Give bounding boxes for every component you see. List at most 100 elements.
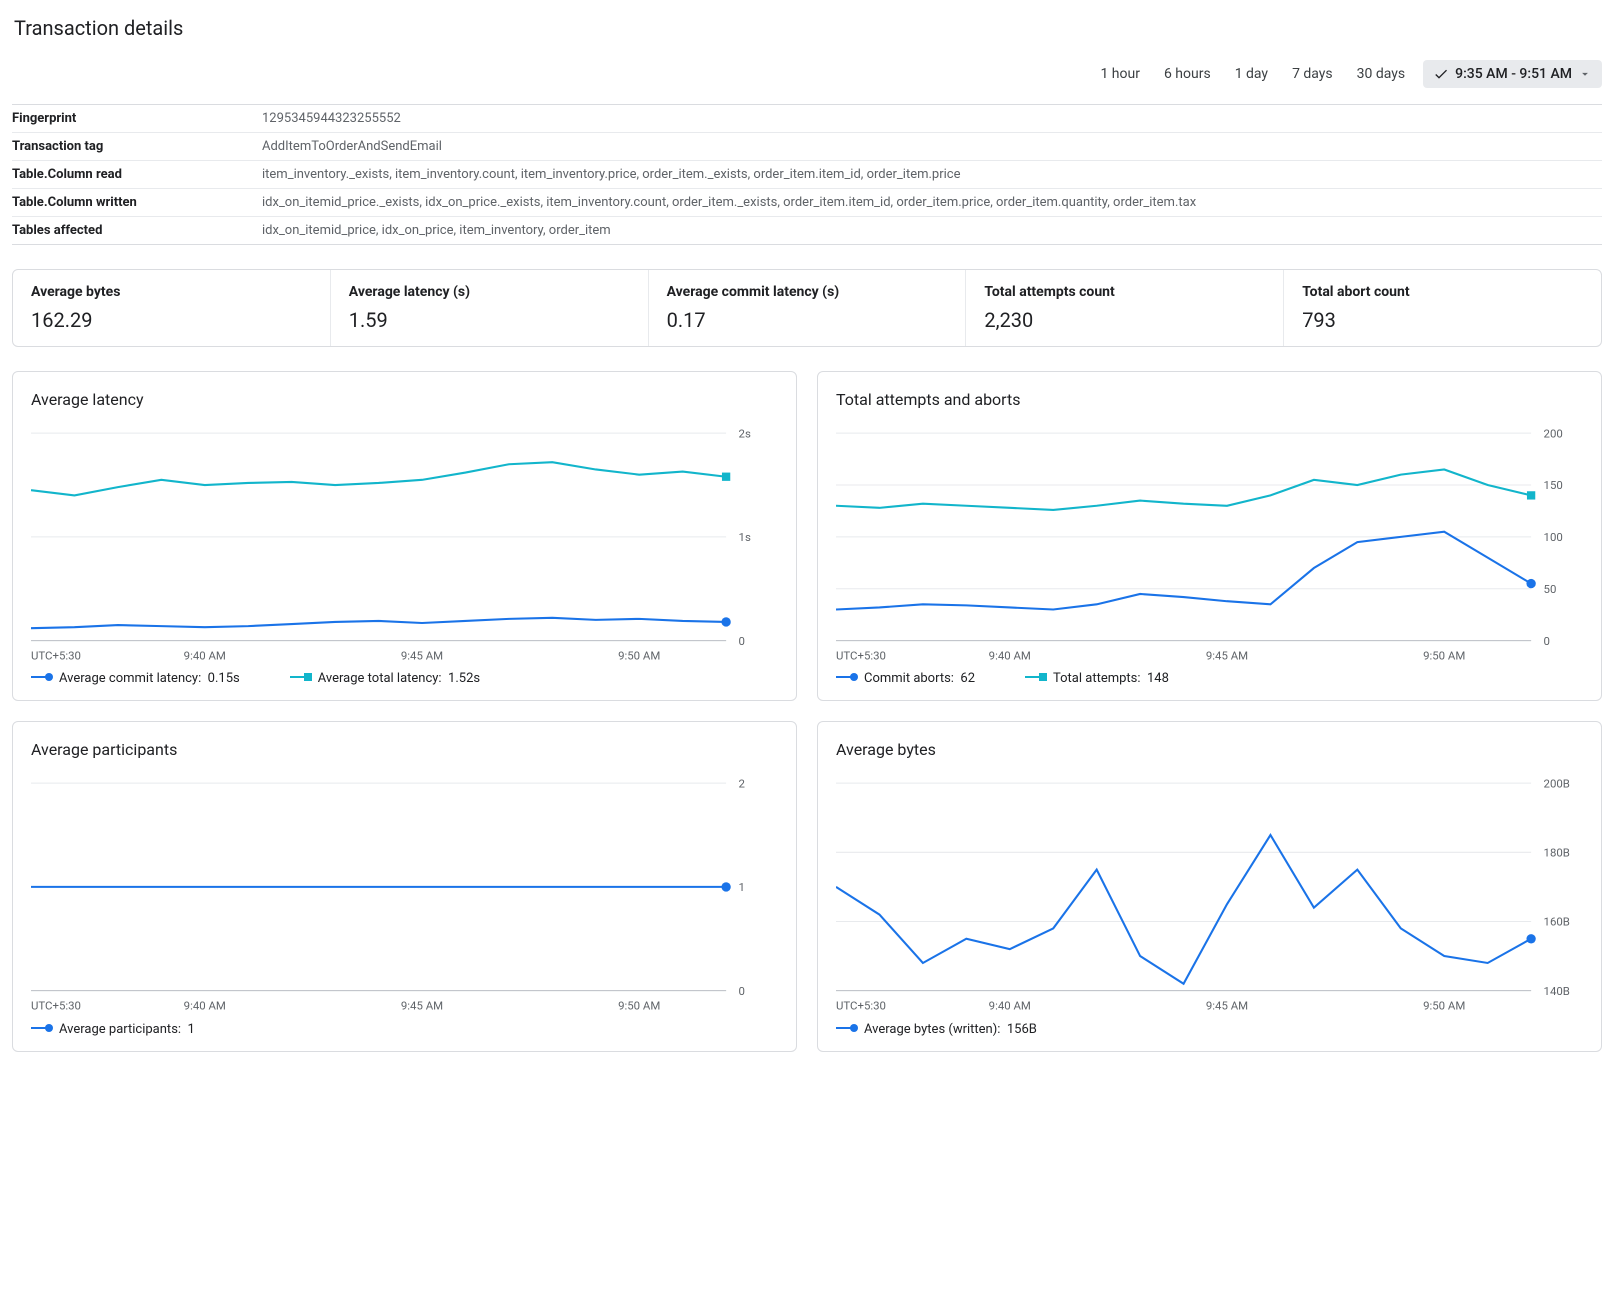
svg-text:9:40 AM: 9:40 AM	[184, 648, 226, 662]
svg-text:0: 0	[739, 984, 745, 998]
timerange-option[interactable]: 7 days	[1280, 58, 1345, 90]
chart-title: Average bytes	[836, 740, 1583, 759]
check-icon	[1433, 66, 1449, 82]
stat-value: 1.59	[349, 308, 630, 332]
svg-text:1: 1	[739, 881, 745, 895]
svg-text:2: 2	[739, 779, 745, 790]
svg-text:100: 100	[1544, 530, 1563, 544]
stat-label: Total attempts count	[984, 284, 1265, 300]
details-row: Fingerprint 1295345944323255552	[12, 105, 1602, 133]
details-label: Tables affected	[12, 223, 262, 238]
svg-text:2s: 2s	[739, 429, 751, 440]
stats-row: Average bytes 162.29Average latency (s) …	[12, 269, 1602, 347]
legend-label: Total attempts: 148	[1053, 671, 1169, 686]
svg-text:9:40 AM: 9:40 AM	[989, 648, 1031, 662]
legend-swatch-icon	[31, 671, 53, 686]
stat-card: Total abort count 793	[1284, 270, 1601, 346]
svg-text:0: 0	[739, 634, 745, 648]
chart-svg: 0 50 100 150 200 UTC+5:30 9:40 AM 9:45 AM 9:50 A…	[836, 429, 1583, 663]
svg-text:UTC+5:30: UTC+5:30	[836, 999, 886, 1013]
stat-value: 793	[1302, 308, 1583, 332]
stat-value: 2,230	[984, 308, 1265, 332]
legend-label: Average participants: 1	[59, 1022, 195, 1037]
dropdown-icon	[1578, 67, 1592, 81]
chart-card-participants: Average participants 0 1 2 UTC+5:30 9:40 AM 9…	[12, 721, 797, 1051]
stat-card: Average commit latency (s) 0.17	[649, 270, 967, 346]
svg-text:UTC+5:30: UTC+5:30	[836, 648, 886, 662]
svg-text:9:40 AM: 9:40 AM	[184, 999, 226, 1013]
legend-item[interactable]: Commit aborts: 62	[836, 671, 975, 686]
chart-legend: Average commit latency: 0.15s Average to…	[31, 671, 778, 686]
svg-text:9:50 AM: 9:50 AM	[618, 648, 660, 662]
chart-card-latency: Average latency 0 1s 2s UTC+5:30 9:40 AM 9:45…	[12, 371, 797, 701]
stat-card: Average bytes 162.29	[13, 270, 331, 346]
stat-card: Total attempts count 2,230	[966, 270, 1284, 346]
legend-item[interactable]: Average participants: 1	[31, 1022, 195, 1037]
legend-item[interactable]: Average commit latency: 0.15s	[31, 671, 240, 686]
timerange-custom-label: 9:35 AM - 9:51 AM	[1455, 66, 1572, 82]
details-label: Transaction tag	[12, 139, 262, 154]
svg-text:9:50 AM: 9:50 AM	[1423, 648, 1465, 662]
details-row: Table.Column written idx_on_itemid_price…	[12, 189, 1602, 217]
svg-text:150: 150	[1544, 478, 1563, 492]
stat-label: Average bytes	[31, 284, 312, 300]
legend-label: Average commit latency: 0.15s	[59, 671, 240, 686]
stat-value: 162.29	[31, 308, 312, 332]
details-value: idx_on_itemid_price._exists, idx_on_pric…	[262, 195, 1602, 210]
svg-text:9:45 AM: 9:45 AM	[401, 999, 443, 1013]
legend-swatch-icon	[836, 671, 858, 686]
legend-swatch-icon	[290, 671, 312, 686]
stat-card: Average latency (s) 1.59	[331, 270, 649, 346]
chart-card-attempts: Total attempts and aborts 0 50 100 150 200 UT…	[817, 371, 1602, 701]
timerange-option[interactable]: 30 days	[1345, 58, 1417, 90]
stat-label: Average latency (s)	[349, 284, 630, 300]
chart-title: Total attempts and aborts	[836, 390, 1583, 409]
svg-text:160B: 160B	[1544, 915, 1570, 929]
chart-svg: 0 1s 2s UTC+5:30 9:40 AM 9:45 AM 9:50 AM	[31, 429, 778, 663]
legend-label: Commit aborts: 62	[864, 671, 975, 686]
legend-swatch-icon	[836, 1022, 858, 1037]
legend-swatch-icon	[31, 1022, 53, 1037]
legend-swatch-icon	[1025, 671, 1047, 686]
details-label: Table.Column read	[12, 167, 262, 182]
svg-text:9:45 AM: 9:45 AM	[1206, 648, 1248, 662]
chart-legend: Commit aborts: 62 Total attempts: 148	[836, 671, 1583, 686]
timerange-custom[interactable]: 9:35 AM - 9:51 AM	[1423, 60, 1602, 88]
svg-text:9:40 AM: 9:40 AM	[989, 999, 1031, 1013]
chart-card-bytes: Average bytes 140B160B180B200BUTC+5:309:…	[817, 721, 1602, 1051]
legend-item[interactable]: Average total latency: 1.52s	[290, 671, 480, 686]
details-value: 1295345944323255552	[262, 111, 1602, 126]
legend-item[interactable]: Total attempts: 148	[1025, 671, 1169, 686]
svg-text:200B: 200B	[1544, 779, 1570, 790]
stat-label: Total abort count	[1302, 284, 1583, 300]
stat-label: Average commit latency (s)	[667, 284, 948, 300]
svg-text:UTC+5:30: UTC+5:30	[31, 648, 81, 662]
svg-text:9:50 AM: 9:50 AM	[1423, 999, 1465, 1013]
svg-text:9:45 AM: 9:45 AM	[1206, 999, 1248, 1013]
svg-text:9:45 AM: 9:45 AM	[401, 648, 443, 662]
chart-svg: 0 1 2 UTC+5:30 9:40 AM 9:45 AM 9:50 AM	[31, 779, 778, 1013]
details-row: Transaction tag AddItemToOrderAndSendEma…	[12, 133, 1602, 161]
svg-text:1s: 1s	[739, 530, 751, 544]
details-value: item_inventory._exists, item_inventory.c…	[262, 167, 1602, 182]
timerange-option[interactable]: 1 hour	[1088, 58, 1152, 90]
svg-text:0: 0	[1544, 634, 1550, 648]
details-label: Table.Column written	[12, 195, 262, 210]
page-title: Transaction details	[14, 16, 1602, 40]
details-table: Fingerprint 1295345944323255552Transacti…	[12, 104, 1602, 245]
charts-grid: Average latency 0 1s 2s UTC+5:30 9:40 AM 9:45…	[12, 371, 1602, 1052]
svg-text:9:50 AM: 9:50 AM	[618, 999, 660, 1013]
details-value: AddItemToOrderAndSendEmail	[262, 139, 1602, 154]
chart-svg: 140B160B180B200BUTC+5:309:40 AM9:45 AM9:…	[836, 779, 1583, 1013]
svg-text:200: 200	[1544, 429, 1563, 440]
stat-value: 0.17	[667, 308, 948, 332]
details-value: idx_on_itemid_price, idx_on_price, item_…	[262, 223, 1602, 238]
svg-text:50: 50	[1544, 582, 1557, 596]
chart-title: Average latency	[31, 390, 778, 409]
chart-title: Average participants	[31, 740, 778, 759]
timerange-option[interactable]: 6 hours	[1152, 58, 1223, 90]
timerange-option[interactable]: 1 day	[1223, 58, 1280, 90]
legend-item[interactable]: Average bytes (written): 156B	[836, 1022, 1037, 1037]
svg-text:UTC+5:30: UTC+5:30	[31, 999, 81, 1013]
details-label: Fingerprint	[12, 111, 262, 126]
